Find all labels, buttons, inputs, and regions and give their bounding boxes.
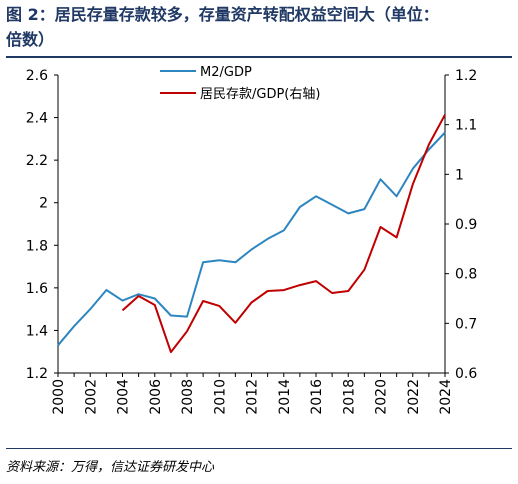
right-tick-label: 1.1 <box>455 118 477 134</box>
x-tick-label: 2012 <box>245 379 261 415</box>
left-tick-label: 2.2 <box>26 153 48 169</box>
left-tick-label: 2.4 <box>26 111 48 127</box>
right-tick-label: 1 <box>455 167 464 183</box>
x-tick-label: 2024 <box>438 379 454 415</box>
left-tick-label: 1.8 <box>26 238 48 254</box>
x-tick-label: 2022 <box>406 379 422 415</box>
right-tick-label: 1.2 <box>455 68 477 84</box>
x-tick-label: 2000 <box>51 379 67 415</box>
x-tick-label: 2006 <box>148 379 164 415</box>
source-note: 资料来源：万得，信达证券研发中心 <box>6 460 215 475</box>
right-tick-label: 0.6 <box>455 366 477 382</box>
chart-title-line1: 图 2：居民存量存款较多，存量资产转配权益空间大（单位： <box>6 5 439 24</box>
series-line-deposit-gdp <box>121 114 446 354</box>
series-line-m2-gdp <box>57 131 446 346</box>
x-tick-label: 2002 <box>83 379 99 415</box>
x-tick-label: 2014 <box>277 379 293 415</box>
footer-divider <box>6 448 512 449</box>
chart-title-line2: 倍数） <box>6 30 55 49</box>
chart-title: 图 2：居民存量存款较多，存量资产转配权益空间大（单位： 倍数） <box>6 2 512 52</box>
legend-label-m2-gdp: M2/GDP <box>200 65 252 80</box>
left-tick-label: 2.6 <box>26 68 48 84</box>
x-tick-label: 2004 <box>116 379 132 415</box>
left-tick-label: 1.2 <box>26 366 48 382</box>
x-tick-label: 2008 <box>180 379 196 415</box>
x-tick-label: 2018 <box>341 379 357 415</box>
dual-axis-line-chart: 1.2 1.4 1.6 1.8 2 2.2 2.4 2.6 0.6 0.7 0.8 0.9 1 1.1 1.… <box>26 65 478 415</box>
left-tick-label: 1.6 <box>26 281 48 297</box>
x-tick-label: 2016 <box>309 379 325 415</box>
x-tick-label: 2010 <box>212 379 228 415</box>
right-tick-label: 0.7 <box>455 316 477 332</box>
right-tick-label: 0.8 <box>455 267 477 283</box>
left-tick-label: 1.4 <box>26 323 48 339</box>
x-tick-label: 2020 <box>374 379 390 415</box>
title-divider <box>6 56 512 58</box>
left-tick-label: 2 <box>39 196 48 212</box>
right-tick-label: 0.9 <box>455 217 477 233</box>
legend-label-deposit-gdp: 居民存款/GDP(右轴) <box>200 87 320 102</box>
